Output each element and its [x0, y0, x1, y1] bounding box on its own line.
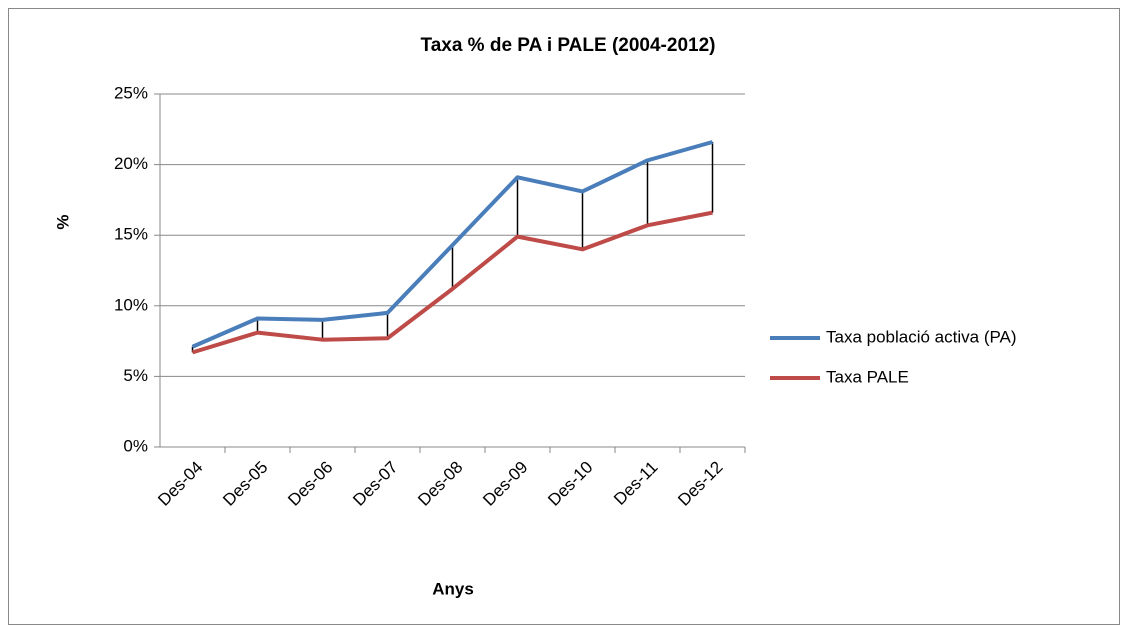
- chart-title: Taxa % de PA i PALE (2004-2012): [421, 35, 716, 56]
- series-line: [191, 140, 714, 349]
- x-axis-label: Anys: [432, 579, 474, 598]
- chart-border: [8, 8, 1120, 625]
- y-tick-label: 20%: [114, 154, 148, 173]
- y-tick-label: 0%: [123, 436, 148, 455]
- series-line: [191, 210, 713, 355]
- y-tick-label: 25%: [114, 83, 148, 102]
- y-tick-label: 5%: [123, 366, 148, 385]
- legend-label: Taxa població activa (PA): [826, 327, 1017, 346]
- y-axis-label: %: [53, 214, 72, 229]
- legend-label: Taxa PALE: [826, 367, 909, 386]
- y-tick-label: 10%: [114, 295, 148, 314]
- y-tick-label: 15%: [114, 225, 148, 244]
